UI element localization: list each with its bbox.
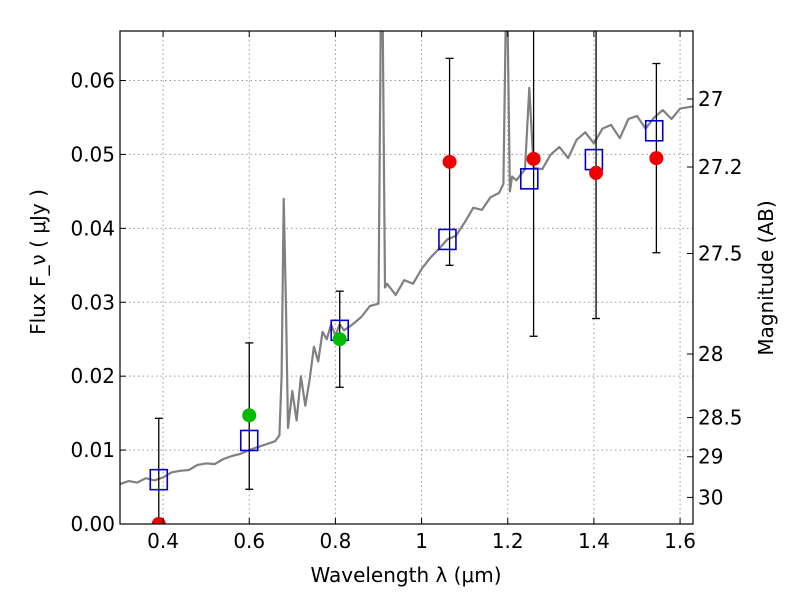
grid [120, 31, 693, 525]
right-axis-tick-label: 28.5 [698, 406, 743, 430]
y-tick-label: 0.02 [70, 364, 115, 388]
model-band-square [239, 429, 259, 452]
x-tick-label: 1 [415, 529, 428, 553]
right-axis-label: Magnitude (AB) [754, 200, 778, 355]
x-tick-label: 1.6 [664, 529, 696, 553]
axis-ticks: 0.4 0.6 0.8 1 1.2 1.4 1.6 0.00 0.01 0.02 0.03 0.04 0… [70, 31, 743, 553]
measurement-point [526, 151, 541, 166]
model-band-square [644, 119, 664, 142]
right-axis-tick-label: 27.2 [698, 155, 743, 179]
x-axis-label: Wavelength λ (μm) [310, 563, 501, 587]
plot-frame [119, 30, 694, 525]
y-tick-label: 0.06 [70, 69, 115, 93]
right-axis-tick-label: 29 [698, 445, 723, 469]
measurement-point [649, 151, 664, 166]
measurement-point [589, 165, 604, 180]
model-band-square [438, 228, 457, 251]
x-tick-label: 0.6 [233, 529, 265, 553]
plot-area [120, 31, 693, 524]
model-band-square [519, 168, 539, 190]
x-tick-label: 1.2 [492, 529, 524, 553]
right-axis-tick-label: 27 [698, 87, 723, 111]
y-tick-label: 0.01 [70, 438, 115, 462]
y-tick-label: 0.03 [70, 290, 115, 314]
y-tick-label: 0.05 [70, 142, 115, 166]
right-axis-tick-label: 28 [698, 342, 723, 366]
x-tick-label: 0.8 [320, 529, 352, 553]
x-tick-label: 1.4 [578, 529, 610, 553]
model-band-square [149, 468, 169, 491]
y-tick-label: 0.04 [70, 216, 115, 240]
right-axis-tick-label: 30 [698, 485, 723, 509]
detection-point [242, 408, 257, 423]
y-tick-label: 0.00 [70, 512, 115, 536]
measurement-point [151, 517, 166, 524]
right-axis-tick-label: 27.5 [698, 241, 743, 265]
measurement-point [442, 154, 457, 169]
x-tick-label: 0.4 [147, 529, 179, 553]
sed-model-line [120, 31, 693, 486]
y-axis-label: Flux F_ν ( μJy ) [26, 189, 50, 335]
detection-point [332, 332, 347, 347]
